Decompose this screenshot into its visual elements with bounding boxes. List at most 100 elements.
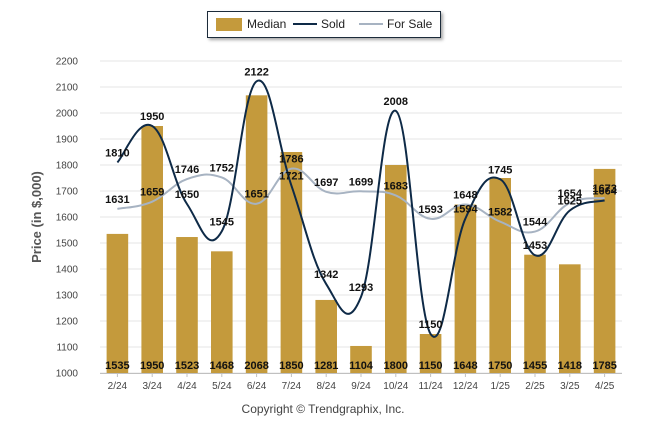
data-label-median: 2068	[244, 360, 268, 372]
data-label-sold: 2008	[384, 96, 408, 108]
x-tick-label: 9/24	[351, 381, 371, 392]
data-label-sold: 1745	[488, 164, 512, 176]
data-label-for-sale: 1683	[384, 180, 408, 192]
bar-median-12/24	[454, 204, 477, 373]
data-label-for-sale: 1746	[175, 164, 199, 176]
data-label-for-sale: 1631	[105, 194, 129, 206]
data-label-for-sale: 1582	[488, 207, 512, 219]
y-axis-title: Price (in $,000)	[29, 171, 44, 263]
y-tick-label: 1900	[56, 135, 79, 146]
x-tick-label: 12/24	[453, 381, 478, 392]
bar-median-2/24	[106, 233, 129, 373]
y-tick-label: 1400	[56, 265, 79, 276]
data-label-sold: 1625	[558, 196, 582, 208]
x-tick-label: 11/24	[418, 381, 443, 392]
legend-label-median: Median	[247, 17, 287, 31]
data-label-median: 1281	[314, 360, 338, 372]
data-label-sold: 1810	[105, 147, 129, 159]
data-label-sold: 1721	[279, 171, 303, 183]
x-tick-label: 2/24	[108, 381, 128, 392]
legend-label-sold: Sold	[321, 17, 346, 31]
data-label-median: 1785	[592, 360, 616, 372]
y-tick-label: 1100	[56, 343, 78, 354]
data-label-for-sale: 1697	[314, 177, 338, 189]
data-label-sold: 1293	[349, 282, 373, 294]
copyright-text: Copyright © Trendgraphix, Inc.	[241, 402, 405, 416]
data-label-for-sale: 1593	[418, 204, 442, 216]
bar-median-2/25	[524, 254, 546, 373]
data-label-for-sale: 1673	[592, 183, 616, 195]
line-for-sale	[117, 167, 605, 234]
data-label-median: 1950	[140, 360, 164, 372]
y-tick-label: 2100	[56, 83, 79, 94]
y-tick-label: 1000	[56, 369, 79, 380]
data-label-median: 1150	[419, 360, 443, 372]
data-label-median: 1104	[349, 360, 374, 372]
data-label-for-sale: 1659	[140, 187, 164, 199]
bar-median-5/24	[211, 251, 233, 373]
data-label-median: 1750	[488, 360, 512, 372]
x-tick-label: 3/24	[142, 381, 162, 392]
legend-label-for-sale: For Sale	[387, 17, 433, 31]
y-tick-label: 2000	[56, 109, 79, 120]
data-label-for-sale: 1651	[244, 189, 268, 201]
bar-median-1/25	[489, 178, 511, 373]
x-tick-label: 3/25	[560, 381, 580, 392]
data-label-sold: 1950	[140, 111, 164, 123]
y-tick-label: 1800	[56, 161, 79, 172]
y-tick-label: 1700	[56, 187, 79, 198]
x-tick-label: 8/24	[316, 381, 336, 392]
data-label-median: 1800	[384, 360, 408, 372]
bar-median-3/24	[141, 126, 163, 373]
data-label-median: 1850	[279, 360, 303, 372]
line-sold	[116, 79, 605, 338]
legend-item-for-sale[interactable]: For Sale	[359, 12, 439, 37]
bar-median-11/24	[419, 334, 442, 373]
data-label-for-sale: 1654	[558, 188, 583, 200]
sold-line-icon	[293, 23, 317, 25]
x-tick-label: 7/24	[282, 381, 302, 392]
for-sale-line-icon	[359, 23, 383, 25]
data-label-median: 1535	[105, 360, 129, 372]
chart-legend: Median Sold For Sale	[207, 11, 441, 38]
legend-item-sold[interactable]: Sold	[293, 12, 358, 37]
data-label-sold: 1150	[419, 319, 443, 331]
data-label-for-sale: 1648	[453, 190, 477, 202]
bar-median-7/24	[280, 152, 303, 373]
bar-median-4/25	[593, 168, 616, 373]
y-tick-label: 1500	[56, 239, 79, 250]
data-label-sold: 1594	[453, 204, 478, 216]
y-tick-label: 1300	[56, 291, 79, 302]
data-label-for-sale: 1752	[210, 162, 234, 174]
data-label-sold: 1453	[523, 240, 547, 252]
bar-median-8/24	[315, 299, 337, 373]
data-label-sold: 1342	[314, 269, 338, 281]
data-label-for-sale: 1786	[279, 154, 303, 166]
data-label-sold: 1650	[175, 189, 199, 201]
data-label-for-sale: 1544	[523, 217, 548, 229]
data-label-sold: 2122	[244, 66, 268, 78]
data-label-sold: 1664	[592, 185, 617, 197]
legend-item-median[interactable]: Median	[216, 12, 286, 37]
data-label-median: 1523	[175, 360, 199, 372]
x-tick-label: 10/24	[383, 381, 408, 392]
data-label-for-sale: 1699	[349, 176, 373, 188]
data-label-median: 1418	[558, 360, 582, 372]
y-tick-label: 2200	[56, 57, 79, 68]
bar-median-10/24	[385, 165, 407, 373]
median-swatch-icon	[216, 18, 242, 31]
x-tick-label: 6/24	[247, 381, 267, 392]
bar-median-4/24	[176, 237, 198, 373]
data-label-median: 1648	[453, 360, 477, 372]
x-tick-label: 1/25	[490, 381, 510, 392]
y-tick-label: 1200	[56, 317, 79, 328]
y-tick-label: 1600	[56, 213, 79, 224]
x-tick-label: 4/25	[595, 381, 615, 392]
x-tick-label: 5/24	[212, 381, 232, 392]
data-label-sold: 1545	[210, 216, 234, 228]
x-tick-label: 2/25	[525, 381, 545, 392]
data-label-median: 1455	[523, 360, 547, 372]
x-tick-label: 4/24	[177, 381, 197, 392]
bar-median-3/25	[559, 264, 581, 373]
